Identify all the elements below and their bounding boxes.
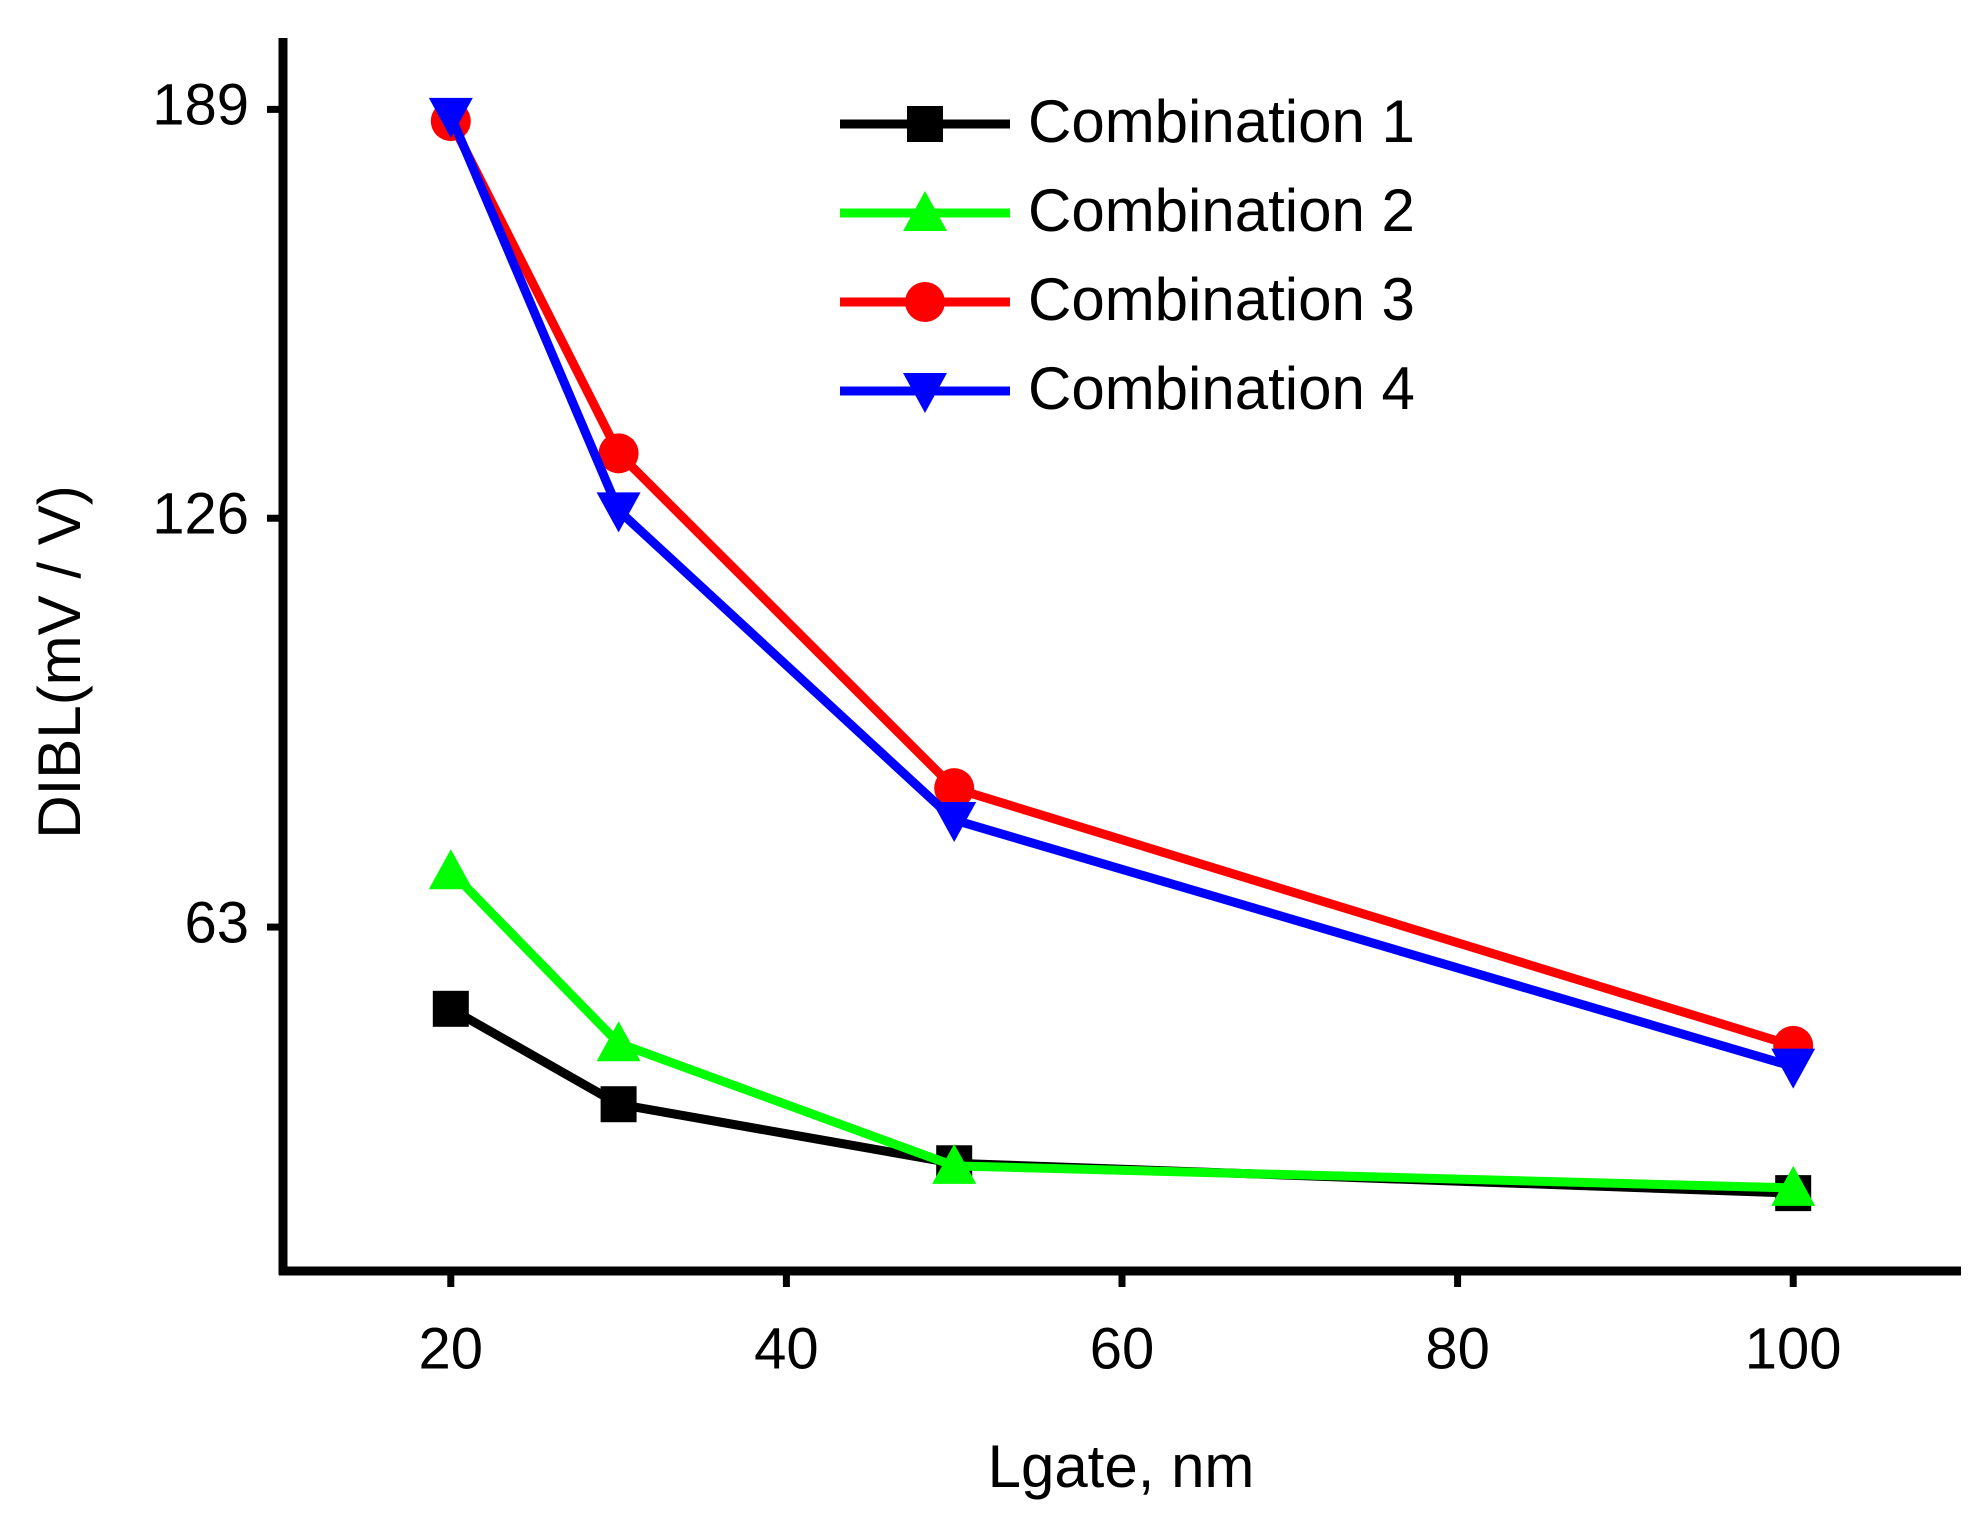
x-tick-label: 40 — [754, 1316, 819, 1381]
x-tick-label: 80 — [1425, 1316, 1490, 1381]
x-tick-label: 20 — [419, 1316, 484, 1381]
data-point — [600, 1086, 637, 1123]
legend-marker — [903, 191, 947, 231]
y-axis-label: DIBL(mV / V) — [26, 485, 93, 838]
y-tick-label: 126 — [152, 482, 249, 547]
x-tick-label: 100 — [1745, 1316, 1842, 1381]
data-point — [596, 492, 641, 533]
series-line — [446, 119, 1795, 1051]
data-point — [932, 1143, 977, 1184]
data-point — [428, 97, 473, 138]
legend-label: Combination 3 — [1028, 266, 1415, 333]
legend-marker — [903, 373, 947, 413]
data-point — [932, 801, 977, 842]
series-line — [447, 868, 1794, 1193]
data-point — [1771, 1165, 1816, 1206]
data-point — [1771, 1048, 1816, 1089]
series-line — [446, 114, 1795, 1071]
data-point — [598, 433, 639, 474]
legend-label: Combination 1 — [1028, 88, 1415, 155]
x-axis-label: Lgate, nm — [988, 1433, 1255, 1500]
x-tick-label: 60 — [1090, 1316, 1155, 1381]
data-point — [432, 990, 469, 1027]
series-line — [448, 1004, 1794, 1198]
legend-label: Combination 4 — [1028, 355, 1415, 422]
data-point — [428, 849, 473, 890]
y-tick-label: 63 — [184, 890, 249, 955]
data-point — [596, 1021, 641, 1062]
legend-label: Combination 2 — [1028, 177, 1415, 244]
y-tick-label: 189 — [152, 73, 249, 138]
legend-marker — [907, 106, 943, 142]
data-point — [934, 768, 975, 809]
legend-marker — [905, 282, 945, 322]
